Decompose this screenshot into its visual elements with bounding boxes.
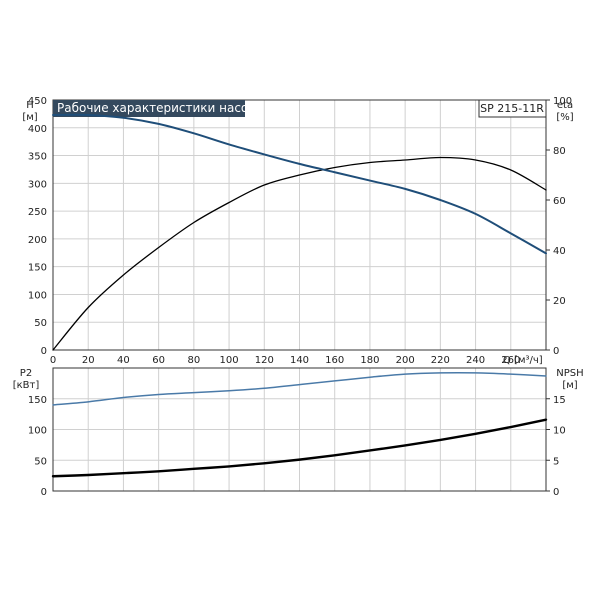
top-left-tick-label: 150 [28,263,47,274]
x-tick-label: 100 [220,355,239,366]
bottom-right-axis-label-line2: [м] [562,380,577,391]
x-axis-label: Q [м³/ч] [503,355,543,366]
bottom-right-tick-label: 5 [553,456,559,467]
bottom-right-tick-label: 10 [553,426,566,437]
top-right-tick-label: 20 [553,296,566,307]
x-tick-label: 200 [396,355,415,366]
x-tick-label: 40 [117,355,130,366]
top-left-tick-label: 50 [34,318,47,329]
bottom-left-tick-label: 150 [28,395,47,406]
bottom-left-tick-label: 0 [41,487,47,498]
top-right-tick-label: 0 [553,346,559,357]
x-tick-label: 60 [152,355,165,366]
bottom-left-axis-label-line1: P2 [20,368,32,379]
top-right-tick-label: 60 [553,196,566,207]
top-left-tick-label: 450 [28,96,47,107]
x-tick-label: 240 [466,355,485,366]
top-grid [53,99,546,350]
top-left-tick-label: 100 [28,290,47,301]
curves [51,113,548,478]
top-right-axis-label-line1: eta [557,100,573,111]
x-tick-label: 260 [501,355,520,366]
bottom-left-axis-label-line2: [кВт] [13,380,40,391]
top-left-tick-label: 350 [28,152,47,163]
top-right-tick-label: 80 [553,146,566,157]
top-left-tick-label: 200 [28,235,47,246]
top-tick-labels: 0 20 40 60 80 100 120 140 160 180 200 220 240 2600501… [28,96,572,366]
top-left-axis-label-line1: H [26,100,34,111]
top-left-tick-label: 300 [28,179,47,190]
title-background [53,100,245,117]
model-label: SP 215-11R [480,102,544,115]
top-left-axis-label-line2: [м] [22,112,37,123]
bottom-tick-labels: 0 50 100 150 0 5 10 15 [28,395,566,498]
eta-curve [52,156,547,351]
top-left-tick-label: 400 [28,124,47,135]
top-right-axis-label-line2: [%] [556,112,573,123]
bottom-right-tick-label: 0 [553,487,559,498]
p2-curve [52,372,547,406]
bottom-right-axis-label-line1: NPSH [556,368,583,379]
top-left-tick-label: 0 [41,346,47,357]
head-curve [52,113,547,255]
x-tick-label: 0 [50,355,56,366]
bottom-grid [53,368,546,491]
x-tick-label: 20 [82,355,95,366]
model-box [478,99,547,118]
top-plot-frame [52,99,547,351]
top-right-tick-label: 100 [553,96,572,107]
npsh-curve [51,418,548,478]
x-tick-label: 180 [360,355,379,366]
x-tick-label: 220 [431,355,450,366]
top-right-tick-label: 40 [553,246,566,257]
bottom-right-tick-label: 15 [553,395,566,406]
top-left-tick-label: 250 [28,207,47,218]
x-tick-label: 120 [255,355,274,366]
bottom-left-tick-label: 100 [28,426,47,437]
x-tick-label: 80 [187,355,200,366]
chart-title: Рабочие характеристики насоса [57,101,262,115]
bottom-left-tick-label: 50 [34,456,47,467]
x-tick-label: 140 [290,355,309,366]
x-tick-label: 160 [325,355,344,366]
